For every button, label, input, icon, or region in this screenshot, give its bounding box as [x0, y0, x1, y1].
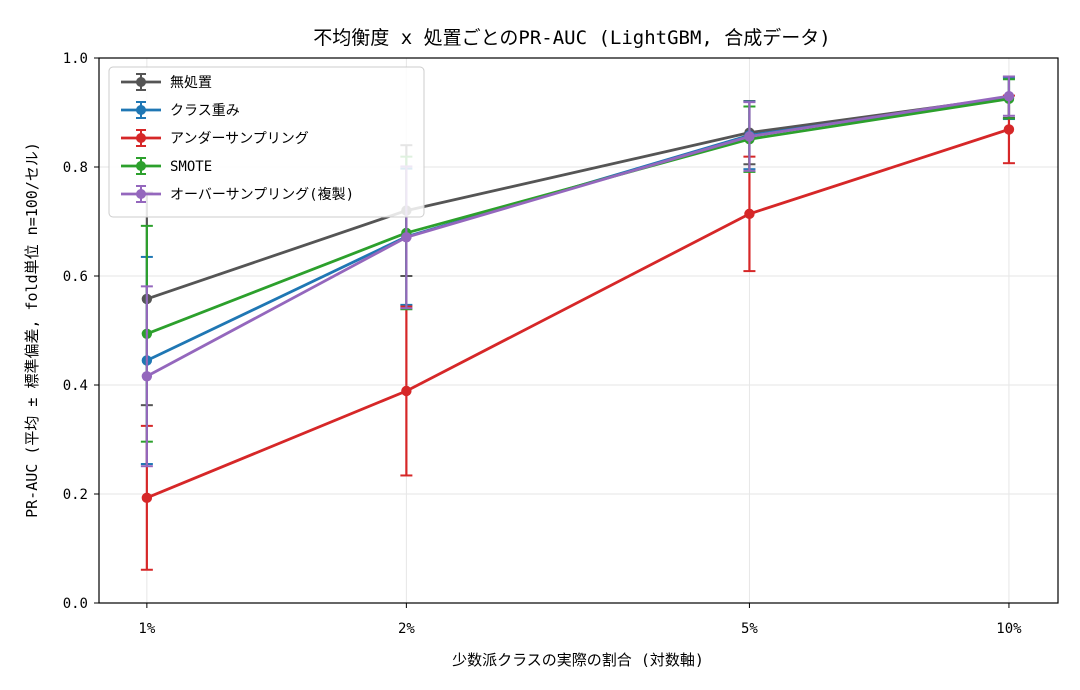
y-tick-label: 0.2 — [63, 487, 88, 503]
y-tick-label: 1.0 — [63, 51, 88, 67]
y-axis-label: PR-AUC (平均 ± 標準偏差, fold単位 n=100/セル) — [23, 142, 41, 518]
legend-marker — [136, 189, 146, 199]
tick-layer: 1% 2% 5% 10% 0.0 0.2 0.4 0.6 0.8 1.0 — [63, 51, 1022, 637]
data-point — [141, 371, 153, 382]
y-tick-label: 0.4 — [63, 378, 88, 394]
x-tick-label: 5% — [741, 621, 758, 637]
data-point — [141, 492, 153, 504]
legend-item: 無処置 — [121, 73, 212, 91]
legend-item: オーバーサンプリング(複製) — [121, 185, 354, 203]
legend-label: SMOTE — [170, 159, 212, 175]
series-line — [146, 94, 1010, 378]
legend-marker — [136, 161, 146, 171]
series-2 — [140, 94, 1015, 571]
x-axis-label: 少数派クラスの実際の割合 (対数軸) — [452, 651, 704, 669]
data-point — [401, 385, 412, 397]
legend-label: クラス重み — [170, 103, 240, 119]
legend-marker — [136, 77, 146, 87]
x-tick-label: 1% — [138, 621, 155, 637]
y-tick-label: 0.0 — [63, 596, 88, 612]
y-tick-label: 0.6 — [63, 269, 88, 285]
data-point — [744, 208, 755, 220]
legend-marker — [136, 105, 146, 115]
legend-item: SMOTE — [121, 157, 212, 175]
legend-item: クラス重み — [121, 101, 240, 119]
data-point — [744, 131, 755, 142]
series-4 — [140, 75, 1015, 468]
series-line — [146, 128, 1010, 500]
legend-label: 無処置 — [170, 75, 212, 91]
legend-label: オーバーサンプリング(複製) — [170, 186, 354, 203]
chart-title: 不均衡度 x 処置ごとのPR-AUC (LightGBM, 合成データ) — [313, 27, 830, 49]
legend-marker — [136, 133, 146, 143]
plot-frame — [98, 57, 1059, 604]
data-point — [401, 232, 412, 243]
legend-label: アンダーサンプリング — [170, 131, 309, 147]
x-tick-label: 10% — [996, 621, 1022, 637]
legend-box — [108, 66, 425, 218]
legend-item: アンダーサンプリング — [121, 129, 309, 147]
x-tick-label: 2% — [398, 621, 415, 637]
data-point — [1003, 124, 1015, 135]
data-point — [1003, 90, 1015, 102]
y-tick-label: 0.8 — [63, 160, 88, 176]
